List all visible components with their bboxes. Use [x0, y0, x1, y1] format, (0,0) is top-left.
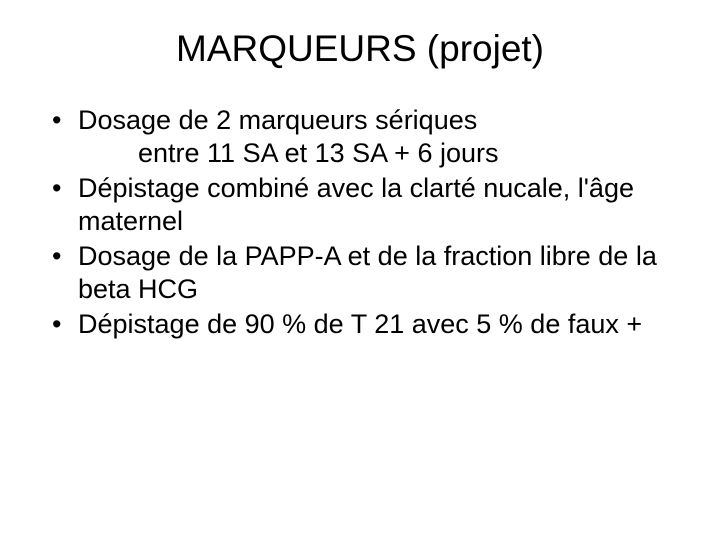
slide: MARQUEURS (projet) Dosage de 2 marqueurs… [0, 0, 720, 540]
slide-title: MARQUEURS (projet) [40, 28, 680, 70]
bullet-text: Dépistage de 90 % de T 21 avec 5 % de fa… [78, 309, 642, 339]
list-item: Dosage de la PAPP-A et de la fraction li… [50, 240, 680, 306]
bullet-text: Dépistage combiné avec la clarté nucale,… [78, 173, 634, 236]
list-item: Dosage de 2 marqueurs sériques entre 11 … [50, 104, 680, 170]
bullet-list: Dosage de 2 marqueurs sériques entre 11 … [50, 104, 680, 341]
list-item: Dépistage combiné avec la clarté nucale,… [50, 172, 680, 238]
list-item: Dépistage de 90 % de T 21 avec 5 % de fa… [50, 308, 680, 341]
bullet-text: Dosage de la PAPP-A et de la fraction li… [78, 241, 657, 304]
bullet-text: Dosage de 2 marqueurs sériques [78, 105, 477, 135]
bullet-subline: entre 11 SA et 13 SA + 6 jours [78, 137, 680, 170]
